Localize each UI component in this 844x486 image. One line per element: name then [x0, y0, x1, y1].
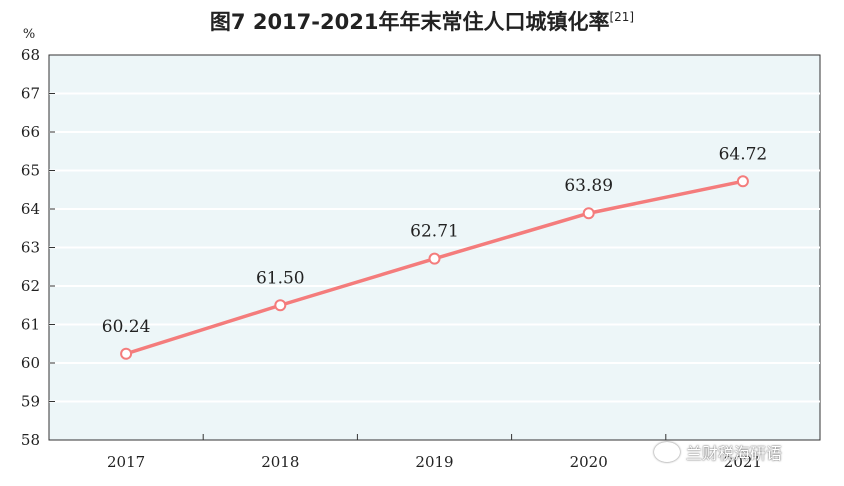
wechat-icon	[654, 442, 680, 462]
y-tick-label: 65	[21, 162, 40, 180]
y-tick-label: 68	[21, 46, 40, 64]
x-tick-label: 2018	[261, 453, 299, 471]
watermark-text: 兰财税海研语	[686, 444, 783, 463]
watermark: 兰财税海研语	[654, 440, 782, 464]
x-tick-label: 2021	[724, 453, 762, 471]
y-tick-label: 62	[21, 277, 40, 295]
data-label: 62.71	[410, 222, 459, 242]
y-tick-label: 64	[21, 200, 40, 218]
y-tick-label: 63	[21, 239, 40, 257]
y-tick-label: 58	[21, 431, 40, 449]
data-label: 63.89	[564, 176, 613, 196]
y-tick-label: 67	[21, 85, 40, 103]
grid-lines	[49, 92, 820, 403]
data-points	[120, 175, 749, 360]
y-tick-label: 66	[21, 123, 40, 141]
y-tick-label: 61	[21, 316, 40, 334]
title-reference: [21]	[609, 10, 635, 24]
data-point	[582, 207, 595, 220]
data-label: 64.72	[719, 144, 768, 164]
data-labels: 60.24 61.50 62.71 63.89 64.72	[102, 144, 767, 336]
data-point	[736, 175, 749, 188]
y-axis: 58 59 60 61 62 63 64 65 66 67 68	[21, 46, 55, 449]
chart-title-text: 图7 2017-2021年年末常住人口城镇化率	[209, 10, 610, 34]
data-label: 61.50	[256, 268, 305, 288]
y-tick-label: 59	[21, 393, 40, 411]
y-tick-label: 60	[21, 354, 40, 372]
data-point	[274, 299, 287, 312]
data-label: 60.24	[102, 317, 151, 337]
data-point	[120, 347, 133, 360]
x-tick-label: 2019	[415, 453, 453, 471]
chart-title: 图7 2017-2021年年末常住人口城镇化率[21]	[0, 6, 844, 36]
x-tick-label: 2020	[570, 453, 608, 471]
y-axis-unit: %	[23, 27, 35, 42]
data-point	[428, 252, 441, 265]
x-tick-label: 2017	[107, 453, 145, 471]
x-axis: 2017 2018 2019 2020 2021	[107, 434, 762, 471]
